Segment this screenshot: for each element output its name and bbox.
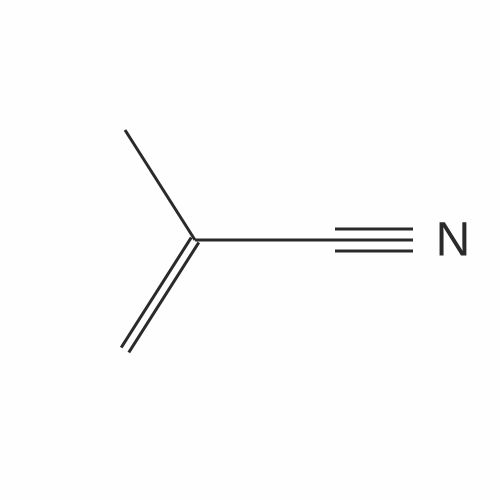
molecule-canvas bbox=[0, 0, 500, 500]
bond-line bbox=[129, 242, 199, 352]
bond-line bbox=[125, 130, 195, 240]
bond-line bbox=[121, 238, 191, 348]
atom-label-n: N bbox=[436, 213, 471, 268]
